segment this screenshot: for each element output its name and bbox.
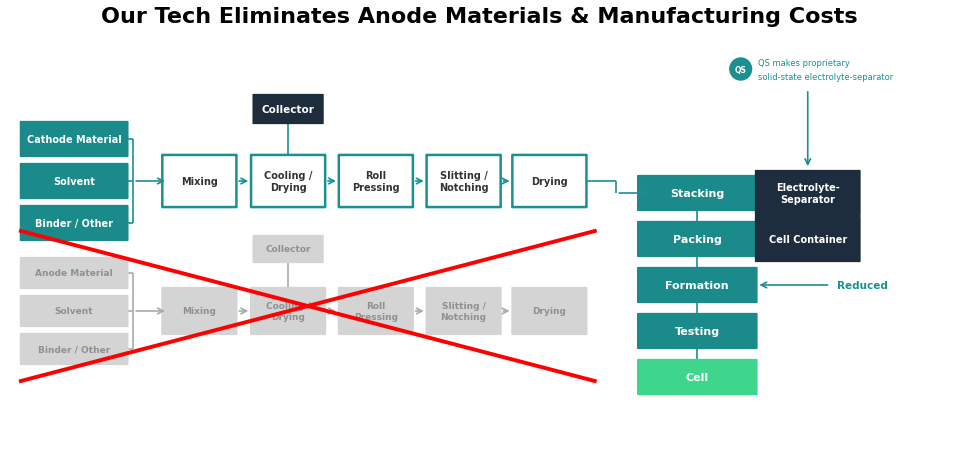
- Text: Stacking: Stacking: [670, 189, 724, 199]
- Text: Anode Material: Anode Material: [35, 269, 113, 278]
- Text: QS: QS: [735, 65, 747, 74]
- Text: Mixing: Mixing: [181, 177, 218, 187]
- Text: Collector: Collector: [266, 245, 311, 254]
- FancyBboxPatch shape: [251, 156, 325, 207]
- Text: Packing: Packing: [673, 235, 722, 245]
- FancyBboxPatch shape: [253, 95, 323, 124]
- FancyBboxPatch shape: [162, 288, 237, 334]
- FancyBboxPatch shape: [427, 156, 501, 207]
- FancyBboxPatch shape: [512, 288, 587, 334]
- FancyBboxPatch shape: [512, 156, 587, 207]
- FancyBboxPatch shape: [21, 164, 128, 199]
- FancyBboxPatch shape: [21, 123, 128, 157]
- Text: Electrolyte-
Separator: Electrolyte- Separator: [776, 183, 840, 204]
- Text: Binder / Other: Binder / Other: [38, 345, 110, 354]
- Text: Reduced: Reduced: [837, 280, 888, 291]
- FancyBboxPatch shape: [21, 334, 128, 364]
- Text: Mixing: Mixing: [182, 307, 217, 316]
- FancyBboxPatch shape: [638, 269, 757, 302]
- Text: Testing: Testing: [675, 326, 720, 336]
- Text: Drying: Drying: [531, 177, 568, 187]
- Text: Cell Container: Cell Container: [768, 235, 847, 245]
- Text: QS makes proprietary: QS makes proprietary: [759, 58, 851, 67]
- Text: Slitting /
Notching: Slitting / Notching: [440, 302, 486, 321]
- Text: Roll
Pressing: Roll Pressing: [354, 302, 398, 321]
- FancyBboxPatch shape: [638, 223, 757, 257]
- FancyBboxPatch shape: [756, 218, 859, 262]
- Text: Binder / Other: Binder / Other: [35, 218, 113, 229]
- Text: Roll
Pressing: Roll Pressing: [352, 171, 400, 192]
- FancyBboxPatch shape: [253, 236, 322, 263]
- Text: solid-state electrolyte-separator: solid-state electrolyte-separator: [759, 73, 894, 81]
- Text: Cathode Material: Cathode Material: [27, 134, 122, 145]
- Text: Collector: Collector: [262, 105, 315, 115]
- FancyBboxPatch shape: [339, 156, 413, 207]
- Text: Our Tech Eliminates Anode Materials & Manufacturing Costs: Our Tech Eliminates Anode Materials & Ma…: [101, 7, 857, 27]
- Text: Solvent: Solvent: [55, 307, 93, 316]
- FancyBboxPatch shape: [251, 288, 325, 334]
- Text: Solvent: Solvent: [53, 177, 95, 187]
- FancyBboxPatch shape: [638, 360, 757, 394]
- Text: Drying: Drying: [532, 307, 567, 316]
- FancyBboxPatch shape: [21, 296, 128, 326]
- FancyBboxPatch shape: [427, 288, 501, 334]
- Circle shape: [730, 59, 752, 81]
- Text: Formation: Formation: [666, 280, 729, 291]
- FancyBboxPatch shape: [339, 288, 413, 334]
- Text: Cooling /
Drying: Cooling / Drying: [264, 171, 313, 192]
- FancyBboxPatch shape: [21, 258, 128, 288]
- Text: Cell: Cell: [686, 372, 709, 382]
- FancyBboxPatch shape: [21, 207, 128, 241]
- FancyBboxPatch shape: [162, 156, 237, 207]
- FancyBboxPatch shape: [638, 314, 757, 348]
- FancyBboxPatch shape: [638, 177, 757, 211]
- Text: Cooling /
Drying: Cooling / Drying: [266, 302, 311, 321]
- FancyBboxPatch shape: [756, 172, 859, 216]
- Text: Slitting /
Notching: Slitting / Notching: [439, 171, 488, 192]
